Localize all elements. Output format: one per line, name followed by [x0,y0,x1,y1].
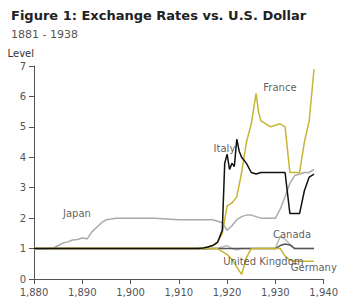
svg-text:6: 6 [20,91,26,102]
svg-text:Level: Level [8,48,34,59]
svg-text:France: France [263,82,296,93]
svg-text:1,930: 1,930 [261,287,290,298]
svg-text:2: 2 [20,213,26,224]
svg-text:Figure 1: Exchange Rates vs. U: Figure 1: Exchange Rates vs. U.S. Dollar [11,8,307,23]
svg-text:1: 1 [20,243,26,254]
svg-text:1,940: 1,940 [309,287,338,298]
svg-text:1881 - 1938: 1881 - 1938 [11,28,78,41]
svg-text:1,890: 1,890 [68,287,97,298]
svg-text:1,880: 1,880 [20,287,49,298]
svg-text:1,900: 1,900 [116,287,145,298]
svg-text:1,920: 1,920 [213,287,242,298]
svg-text:0: 0 [20,274,26,285]
svg-text:7: 7 [20,61,26,72]
svg-text:4: 4 [20,152,26,163]
svg-text:Italy: Italy [214,143,236,154]
svg-text:Canada: Canada [273,229,311,240]
svg-text:1,910: 1,910 [165,287,194,298]
svg-text:3: 3 [20,182,26,193]
svg-text:Japan: Japan [62,208,91,219]
svg-text:5: 5 [20,121,26,132]
svg-text:Germany: Germany [291,262,337,273]
svg-text:United Kingdom: United Kingdom [223,255,304,267]
